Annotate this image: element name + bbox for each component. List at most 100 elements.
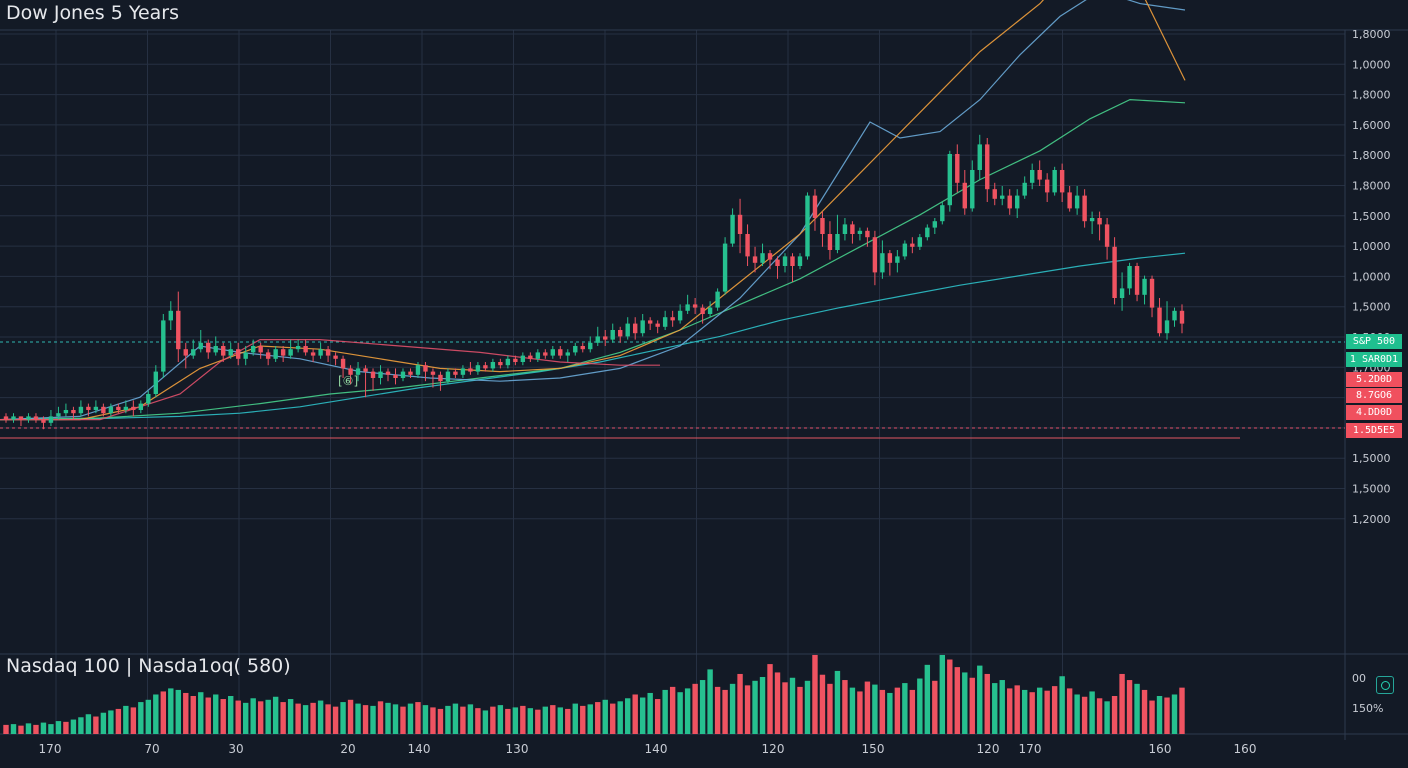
candle-body — [1067, 192, 1072, 209]
volume-bar — [1044, 690, 1050, 734]
candle-body — [842, 224, 848, 234]
volume-bar — [654, 699, 661, 734]
volume-bar — [145, 699, 152, 734]
candle-body — [1104, 224, 1110, 247]
moving-average-line — [0, 98, 1186, 421]
volume-bar — [10, 724, 17, 734]
volume-bar — [1022, 689, 1028, 734]
candle-body — [33, 416, 39, 420]
candle-body — [677, 310, 683, 321]
volume-bar — [722, 689, 728, 734]
time-axis[interactable]: 170 70 30 20 140 130 140 120 150 120 170 160 160 — [39, 742, 1257, 756]
candle-body — [146, 394, 151, 404]
volume-bar — [729, 683, 736, 734]
volume-bar — [595, 702, 601, 734]
candle-body — [101, 406, 106, 414]
candle-body — [1134, 266, 1140, 295]
volume-bar — [33, 724, 39, 734]
candle-body — [662, 317, 668, 327]
volume-bar — [842, 680, 848, 734]
candle-body — [513, 358, 518, 362]
time-tick-label: 170 — [39, 742, 62, 756]
volume-pane-label: Nasdaq 100 | Nasda1oq( 580) — [6, 655, 291, 677]
candle-body — [775, 259, 780, 266]
volume-bar — [1074, 694, 1080, 734]
volume-tick-label: 150% — [1352, 702, 1383, 715]
candle-body — [41, 419, 46, 423]
volume-bar — [55, 721, 62, 734]
volume-bar — [25, 723, 32, 734]
candle-body — [977, 144, 982, 170]
chart-annotation[interactable]: [⑥] — [338, 374, 359, 388]
candle-body — [250, 346, 256, 353]
time-tick-label: 70 — [144, 742, 159, 756]
candle-body — [468, 368, 473, 372]
candle-body — [580, 346, 585, 350]
candle-body — [573, 346, 578, 353]
candle-body — [955, 154, 960, 183]
volume-bar — [662, 689, 668, 734]
volume-bar — [699, 680, 706, 734]
price-tick-label: 1,2000 — [1352, 513, 1391, 526]
volume-bar — [917, 678, 923, 734]
candle-body — [1097, 218, 1102, 225]
price-tag: 5.2D0D — [1346, 372, 1402, 387]
candle-body — [11, 416, 16, 420]
volume-bar — [1141, 689, 1148, 734]
volume-bar — [115, 708, 122, 734]
price-axis[interactable]: 1,8000 1,0000 1,8000 1,6000 1,8000 1,8000 1,50… — [1352, 28, 1391, 526]
volume-bar — [317, 700, 324, 734]
volume-bar — [1156, 696, 1163, 734]
volume-bar — [812, 654, 818, 734]
volume-bar — [894, 687, 901, 734]
volume-bar — [1111, 696, 1118, 734]
volume-bar — [744, 685, 751, 734]
volume-bar — [520, 705, 526, 734]
price-tick-label: 1,8000 — [1352, 28, 1391, 41]
volume-bar — [977, 665, 983, 734]
volume-bar — [902, 683, 908, 734]
moving-average-lines — [0, 0, 1186, 421]
price-tag: 1.5D5E5 — [1346, 423, 1402, 438]
price-tick-label: 1,5000 — [1352, 210, 1391, 223]
chart-title: Dow Jones 5 Years — [6, 2, 179, 24]
candle-body — [790, 256, 795, 266]
volume-bar — [954, 667, 960, 734]
volume-bar — [415, 702, 421, 734]
volume-bar — [18, 725, 24, 734]
candle-body — [423, 365, 428, 372]
volume-bar — [108, 710, 114, 734]
candle-body — [827, 234, 833, 250]
price-tick-label: 1,0000 — [1352, 58, 1391, 71]
volume-bar — [992, 683, 998, 734]
candle-body — [715, 291, 720, 308]
candle-body — [603, 336, 608, 340]
volume-bar — [527, 708, 534, 734]
candle-body — [767, 253, 773, 260]
price-tick-label: 1,6000 — [1352, 119, 1391, 132]
candle-body — [655, 323, 660, 327]
volume-bar — [797, 686, 803, 734]
candle-body — [1052, 170, 1057, 193]
volume-bar — [834, 670, 841, 734]
candle-body — [745, 234, 750, 257]
volume-bar — [864, 681, 871, 734]
candle-body — [243, 352, 248, 359]
settings-icon[interactable] — [1376, 676, 1394, 694]
volume-bar — [505, 708, 511, 734]
time-tick-label: 170 — [1019, 742, 1042, 756]
candle-body — [685, 304, 690, 311]
volume-bar — [205, 697, 211, 734]
candle-body — [288, 349, 293, 356]
volume-bar — [1081, 696, 1088, 734]
volume-bar — [1014, 685, 1020, 734]
candle-body — [940, 205, 945, 222]
candle-body — [992, 189, 997, 199]
volume-bar — [572, 703, 578, 734]
volume-bar — [198, 692, 204, 734]
volume-bar — [827, 683, 833, 734]
volume-bar — [887, 692, 893, 734]
volume-bar — [647, 692, 653, 734]
time-tick-label: 140 — [408, 742, 431, 756]
candle-body — [805, 195, 810, 257]
